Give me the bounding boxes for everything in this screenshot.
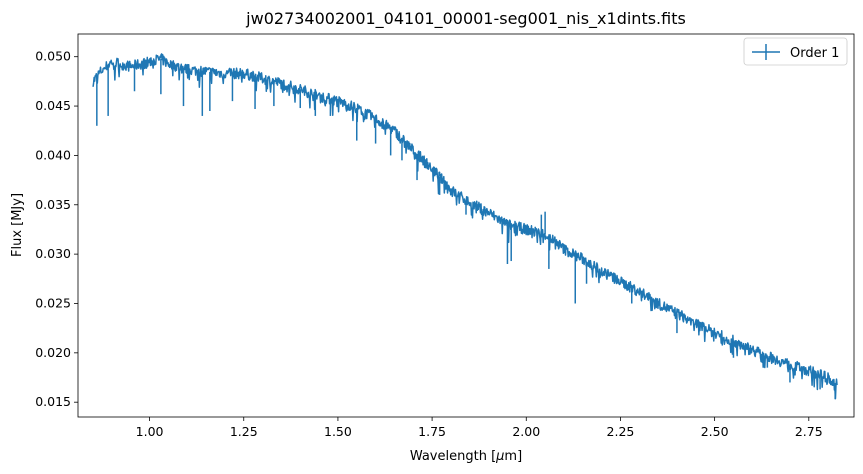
y-axis-ticks: 0.015 0.020 0.025 0.030 0.035 0.040 0.045 0.050 <box>35 49 78 409</box>
series-group <box>92 53 838 400</box>
x-tick-label: 1.25 <box>230 424 258 439</box>
series-line-order-1 <box>92 53 838 400</box>
legend: Order 1 <box>743 37 848 66</box>
chart-title: jw02734002001_04101_00001-seg001_nis_x1d… <box>245 9 686 29</box>
y-tick-label: 0.025 <box>35 295 71 310</box>
x-tick-label: 2.75 <box>795 424 823 439</box>
plot-frame <box>77 33 855 418</box>
y-tick-label: 0.045 <box>35 98 71 113</box>
plot-clip-group <box>92 53 838 400</box>
y-tick-label: 0.035 <box>35 197 71 212</box>
legend-label-order-1: Order 1 <box>790 46 839 61</box>
x-axis-ticks: 1.00 1.25 1.50 1.75 2.00 2.25 2.50 2.75 <box>136 417 823 439</box>
y-axis-label: Flux [MJy] <box>10 193 25 257</box>
x-tick-label: 1.50 <box>324 424 352 439</box>
x-tick-label: 2.00 <box>512 424 540 439</box>
x-tick-label: 2.25 <box>607 424 635 439</box>
x-tick-label: 1.00 <box>136 424 164 439</box>
x-tick-label: 2.50 <box>701 424 729 439</box>
y-tick-label: 0.020 <box>35 345 71 360</box>
x-axis-label: Wavelength [μm] <box>410 449 522 464</box>
y-tick-label: 0.030 <box>35 246 71 261</box>
legend-box <box>743 37 848 66</box>
y-tick-label: 0.050 <box>35 49 71 64</box>
x-tick-label: 1.75 <box>418 424 446 439</box>
y-tick-label: 0.040 <box>35 147 71 162</box>
y-tick-label: 0.015 <box>35 394 71 409</box>
